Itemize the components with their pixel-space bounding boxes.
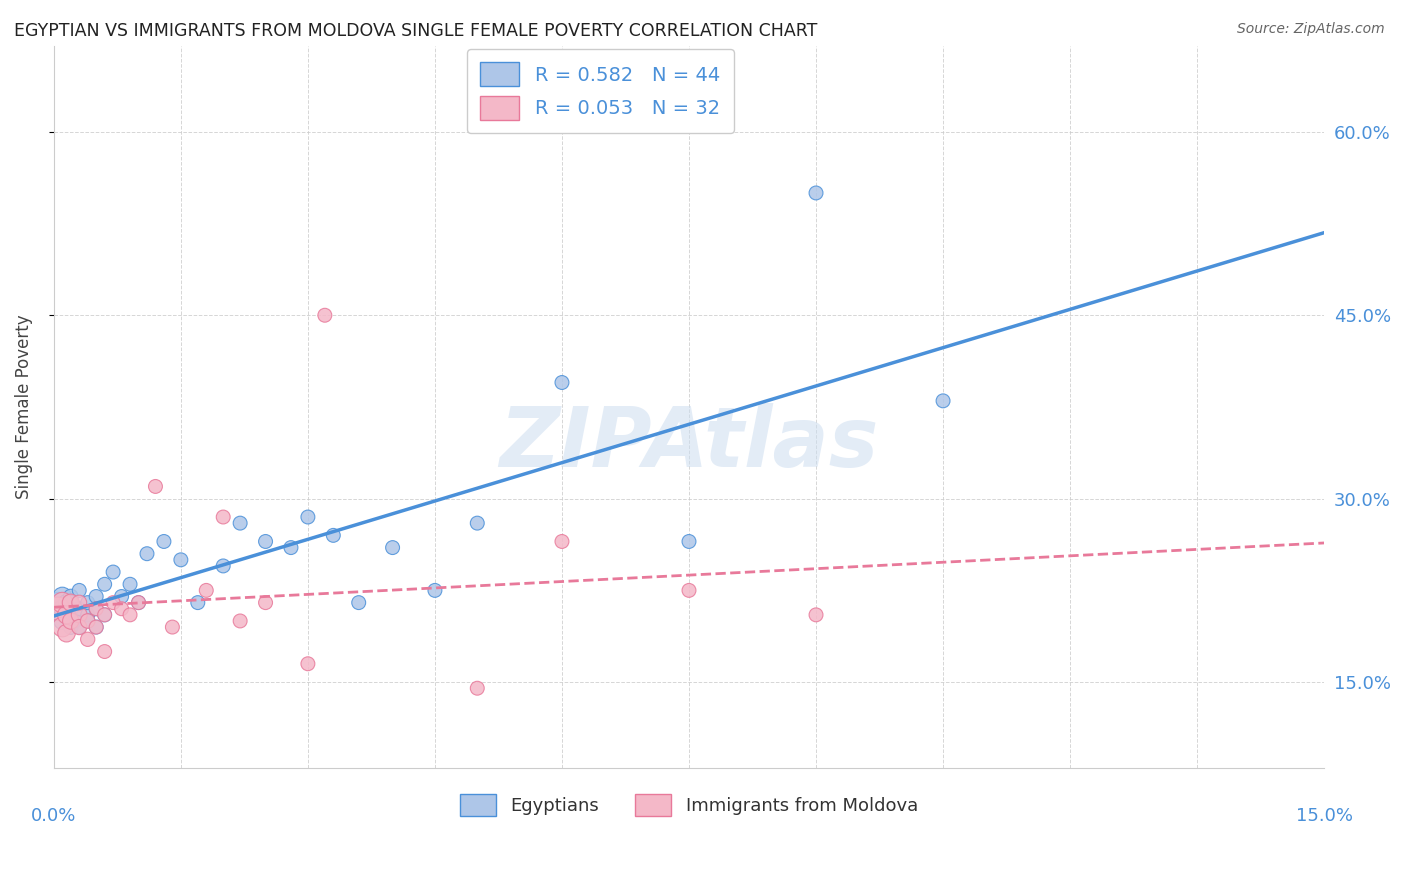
Point <box>465 516 488 530</box>
Point <box>63 614 86 628</box>
Point <box>84 620 107 634</box>
Point <box>212 510 235 524</box>
Point <box>84 620 107 634</box>
Point <box>101 596 124 610</box>
Text: 15.0%: 15.0% <box>1296 807 1353 825</box>
Point <box>76 632 98 647</box>
Text: 0.0%: 0.0% <box>31 807 76 825</box>
Point <box>423 583 446 598</box>
Point <box>51 614 73 628</box>
Point <box>46 596 69 610</box>
Point <box>59 590 82 604</box>
Point <box>59 596 82 610</box>
Point <box>136 547 159 561</box>
Point <box>118 607 141 622</box>
Point <box>55 607 77 622</box>
Point <box>76 607 98 622</box>
Point <box>229 614 252 628</box>
Point <box>254 596 277 610</box>
Point <box>678 534 700 549</box>
Point <box>93 607 115 622</box>
Point <box>254 534 277 549</box>
Point <box>804 607 827 622</box>
Point <box>67 607 90 622</box>
Point <box>118 577 141 591</box>
Point <box>551 534 574 549</box>
Point <box>153 534 176 549</box>
Point <box>110 601 132 615</box>
Point <box>59 596 82 610</box>
Point <box>59 614 82 628</box>
Point <box>55 596 77 610</box>
Point <box>93 644 115 658</box>
Point <box>347 596 370 610</box>
Point <box>76 614 98 628</box>
Point <box>314 308 336 322</box>
Point <box>170 553 193 567</box>
Point <box>195 583 218 598</box>
Point <box>110 590 132 604</box>
Point <box>84 590 107 604</box>
Point <box>322 528 344 542</box>
Point <box>67 601 90 615</box>
Point <box>46 601 69 615</box>
Point <box>51 620 73 634</box>
Point <box>145 479 167 493</box>
Point <box>67 596 90 610</box>
Point <box>84 601 107 615</box>
Text: Source: ZipAtlas.com: Source: ZipAtlas.com <box>1237 22 1385 37</box>
Point <box>280 541 302 555</box>
Point <box>59 620 82 634</box>
Point <box>67 583 90 598</box>
Point <box>128 596 150 610</box>
Point <box>76 596 98 610</box>
Point <box>465 681 488 696</box>
Point <box>101 565 124 579</box>
Point <box>229 516 252 530</box>
Point <box>84 601 107 615</box>
Point <box>51 601 73 615</box>
Point <box>932 393 955 408</box>
Legend: Egyptians, Immigrants from Moldova: Egyptians, Immigrants from Moldova <box>453 787 925 823</box>
Point <box>804 186 827 200</box>
Point <box>55 626 77 640</box>
Point <box>59 601 82 615</box>
Point <box>297 510 319 524</box>
Point <box>67 620 90 634</box>
Point <box>678 583 700 598</box>
Point <box>51 590 73 604</box>
Point <box>128 596 150 610</box>
Point <box>51 596 73 610</box>
Point <box>381 541 404 555</box>
Point <box>76 614 98 628</box>
Point <box>67 620 90 634</box>
Text: ZIPAtlas: ZIPAtlas <box>499 402 879 483</box>
Point <box>55 607 77 622</box>
Point <box>187 596 209 610</box>
Y-axis label: Single Female Poverty: Single Female Poverty <box>15 315 32 500</box>
Point <box>212 558 235 573</box>
Point <box>551 376 574 390</box>
Point <box>93 577 115 591</box>
Point <box>93 607 115 622</box>
Point <box>297 657 319 671</box>
Point <box>162 620 184 634</box>
Text: EGYPTIAN VS IMMIGRANTS FROM MOLDOVA SINGLE FEMALE POVERTY CORRELATION CHART: EGYPTIAN VS IMMIGRANTS FROM MOLDOVA SING… <box>14 22 817 40</box>
